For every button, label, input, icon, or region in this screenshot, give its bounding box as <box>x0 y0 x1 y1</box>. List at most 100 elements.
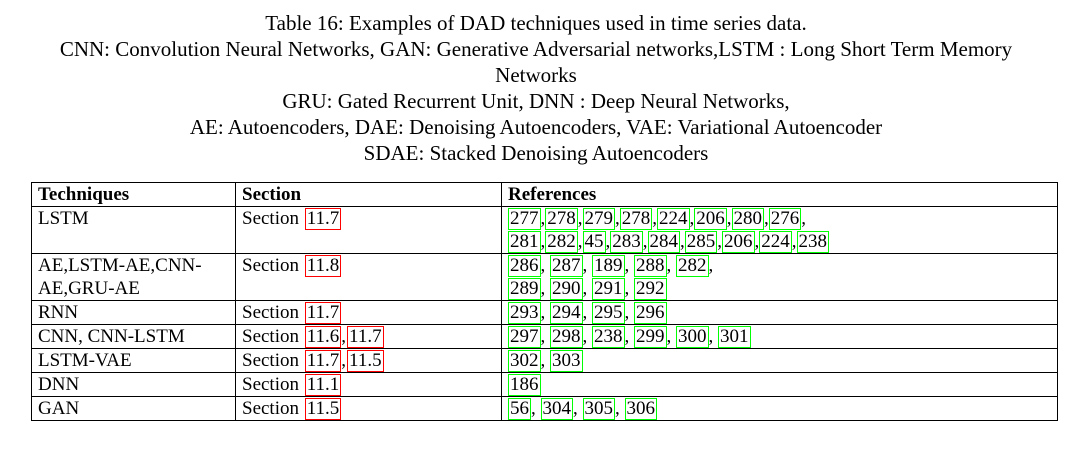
citation-link[interactable]: 281 <box>508 231 541 253</box>
citation-link[interactable]: 291 <box>592 278 625 300</box>
section-link[interactable]: 11.1 <box>304 374 342 396</box>
comma-separator: , <box>540 208 546 229</box>
section-link[interactable]: 11.8 <box>304 255 342 277</box>
comma-separator: , <box>791 231 797 252</box>
citation-link[interactable]: 306 <box>624 398 657 420</box>
table-row: DNN Section 11.1 186 <box>31 372 1058 397</box>
citation-link[interactable]: 302 <box>508 350 541 372</box>
caption-abbrev-line: GRU: Gated Recurrent Unit, DNN : Deep Ne… <box>282 89 790 113</box>
citation-link[interactable]: 56 <box>508 398 531 420</box>
reference-line: 297, 298, 238, 299, 300, 301 <box>508 325 1051 348</box>
citation-link[interactable]: 276 <box>768 208 802 230</box>
citation-link[interactable]: 238 <box>796 231 829 253</box>
comma-separator: , <box>689 208 695 229</box>
citation-link[interactable]: 294 <box>550 302 583 324</box>
citation-link[interactable]: 283 <box>610 231 643 253</box>
citation-link[interactable]: 303 <box>550 350 583 372</box>
references-cell: 186 <box>501 372 1058 397</box>
technique-cell: LSTM-VAE <box>31 348 236 373</box>
section-word: Section <box>242 398 299 419</box>
citation-link[interactable]: 287 <box>550 255 583 277</box>
citation-link[interactable]: 189 <box>592 255 625 277</box>
comma-separator: , <box>708 255 714 276</box>
table-header-row: Techniques Section References <box>31 182 1058 207</box>
section-word: Section <box>242 326 299 347</box>
comma-separator: , <box>531 398 541 419</box>
comma-separator: , <box>605 231 611 252</box>
citation-link[interactable]: 284 <box>647 231 680 253</box>
section-link[interactable]: 11.6 <box>304 326 342 348</box>
citation-link[interactable]: 277 <box>508 208 541 230</box>
citation-link[interactable]: 278 <box>545 208 578 230</box>
comma-separator: , <box>582 278 592 299</box>
citation-link[interactable]: 279 <box>582 208 615 230</box>
section-cell: Section 11.6, 11.7 <box>235 324 502 349</box>
references-cell: 297, 298, 238, 299, 300, 301 <box>501 324 1058 349</box>
section-link[interactable]: 11.5 <box>304 398 342 420</box>
section-word: Section <box>242 255 299 276</box>
citation-link[interactable]: 224 <box>657 208 690 230</box>
comma-separator: , <box>540 302 550 323</box>
comma-separator: , <box>540 350 550 371</box>
citation-link[interactable]: 288 <box>634 255 667 277</box>
citation-link[interactable]: 282 <box>676 255 709 277</box>
citation-link[interactable]: 295 <box>592 302 625 324</box>
citation-link[interactable]: 286 <box>508 255 541 277</box>
citation-link[interactable]: 297 <box>508 326 541 348</box>
reference-line: 293, 294, 295, 296 <box>508 301 1051 324</box>
citation-link[interactable]: 305 <box>582 398 615 420</box>
reference-line: 56, 304, 305, 306 <box>508 397 1051 420</box>
citation-link[interactable]: 298 <box>550 326 583 348</box>
citation-link[interactable]: 304 <box>540 398 573 420</box>
comma-separator: , <box>652 208 657 229</box>
section-link[interactable]: 11.5 <box>347 350 384 372</box>
citation-link[interactable]: 289 <box>508 278 541 300</box>
reference-line: 186 <box>508 373 1051 396</box>
section-word: Section <box>242 374 299 395</box>
table-body: LSTM Section 11.7 277, 278, 279, 278, 224, 206,… <box>31 206 1058 421</box>
citation-link[interactable]: 296 <box>634 302 667 324</box>
comma-separator: , <box>680 231 685 252</box>
citation-link[interactable]: 293 <box>508 302 541 324</box>
comma-separator: , <box>582 302 592 323</box>
citation-link[interactable]: 285 <box>684 231 718 253</box>
comma-separator: , <box>726 208 732 229</box>
reference-line: 277, 278, 279, 278, 224, 206, 280, 276, <box>508 207 1051 230</box>
citation-link[interactable]: 290 <box>550 278 583 300</box>
comma-separator: , <box>582 326 592 347</box>
table-row: LSTM-VAE Section 11.7, 11.5 302, 303 <box>31 348 1058 373</box>
table-row: CNN, CNN-LSTM Section 11.6, 11.7 297, 298, … <box>31 324 1058 349</box>
table-caption: Table 16: Examples of DAD techniques use… <box>0 10 1072 166</box>
technique-cell: CNN, CNN-LSTM <box>31 324 236 349</box>
citation-link[interactable]: 206 <box>722 231 755 253</box>
comma-separator: , <box>577 231 583 252</box>
citation-link[interactable]: 282 <box>545 231 578 253</box>
comma-separator: , <box>341 326 347 347</box>
citation-link[interactable]: 206 <box>694 208 727 230</box>
citation-link[interactable]: 292 <box>634 278 667 300</box>
citation-link[interactable]: 299 <box>634 326 667 348</box>
comma-separator: , <box>540 231 546 252</box>
citation-link[interactable]: 224 <box>759 231 792 253</box>
citation-link[interactable]: 280 <box>731 208 764 230</box>
dad-techniques-table: Techniques Section References LSTM Sectio… <box>31 182 1058 421</box>
citation-link[interactable]: 301 <box>718 326 751 348</box>
table-row: AE,LSTM-AE,CNN-AE,GRU-AE Section 11.8 286,… <box>31 253 1058 301</box>
comma-separator: , <box>615 398 625 419</box>
section-link[interactable]: 11.7 <box>304 208 342 230</box>
section-link[interactable]: 11.7 <box>304 350 342 372</box>
comma-separator: , <box>642 231 648 252</box>
citation-link[interactable]: 238 <box>592 326 625 348</box>
comma-separator: , <box>582 255 592 276</box>
comma-separator: , <box>708 326 718 347</box>
citation-link[interactable]: 300 <box>676 326 709 348</box>
section-link[interactable]: 11.7 <box>347 326 384 348</box>
citation-link[interactable]: 45 <box>582 231 606 253</box>
references-cell: 286, 287, 189, 288, 282, 289, 290, 291, 2… <box>501 253 1058 301</box>
caption-title: Table 16: Examples of DAD techniques use… <box>265 11 807 35</box>
section-link[interactable]: 11.7 <box>304 302 342 324</box>
citation-link[interactable]: 278 <box>619 208 653 230</box>
comma-separator: , <box>615 208 620 229</box>
comma-separator: , <box>666 255 676 276</box>
citation-link[interactable]: 186 <box>508 374 541 396</box>
